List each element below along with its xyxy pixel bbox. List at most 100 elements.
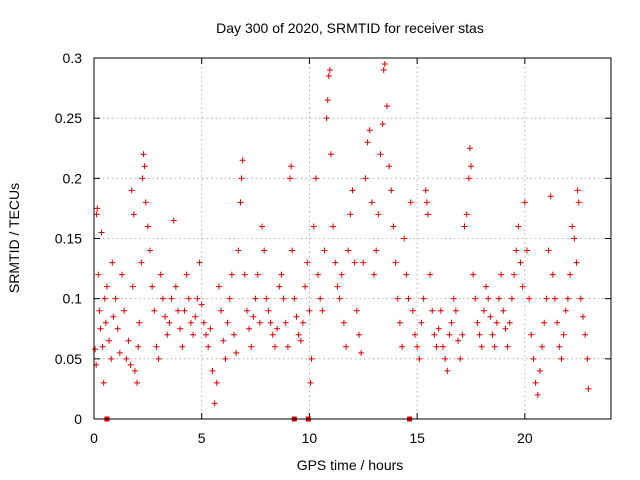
data-point xyxy=(101,295,108,302)
data-point xyxy=(575,199,582,206)
data-point xyxy=(99,343,106,350)
data-point xyxy=(506,319,513,326)
data-point xyxy=(517,259,524,266)
data-point xyxy=(125,337,132,344)
data-point xyxy=(289,247,296,254)
data-point xyxy=(366,127,373,134)
data-point xyxy=(539,343,546,350)
data-point xyxy=(183,271,190,278)
y-axis-label: SRMTID / TECUs xyxy=(6,183,22,293)
data-point xyxy=(128,187,135,194)
plot-frame xyxy=(93,57,612,420)
data-point xyxy=(172,283,179,290)
data-point xyxy=(177,325,184,332)
data-point xyxy=(135,343,142,350)
data-point xyxy=(545,247,552,254)
data-point xyxy=(336,295,343,302)
data-point xyxy=(326,67,333,74)
data-point xyxy=(103,283,110,290)
data-point xyxy=(429,307,436,314)
data-point xyxy=(321,247,328,254)
data-point xyxy=(450,295,457,302)
data-point xyxy=(444,367,451,374)
data-point xyxy=(396,319,403,326)
data-point xyxy=(198,301,205,308)
data-point xyxy=(93,211,100,218)
data-point xyxy=(170,217,177,224)
y-tick-label: 0.1 xyxy=(63,291,83,307)
data-point xyxy=(571,235,578,242)
data-point xyxy=(98,229,105,236)
data-point xyxy=(130,211,137,218)
data-point xyxy=(131,367,138,374)
data-point xyxy=(330,223,337,230)
data-point xyxy=(541,319,548,326)
data-point xyxy=(340,319,347,326)
y-tick-label: 0.2 xyxy=(63,170,83,186)
data-point xyxy=(136,319,143,326)
data-point xyxy=(151,307,158,314)
data-point xyxy=(109,259,116,266)
chart-title: Day 300 of 2020, SRMTID for receiver sta… xyxy=(216,20,484,36)
data-point xyxy=(485,295,492,302)
data-point xyxy=(168,295,175,302)
x-axis-label: GPS time / hours xyxy=(297,457,404,473)
data-point xyxy=(495,295,502,302)
data-point xyxy=(310,223,317,230)
data-point xyxy=(405,295,412,302)
data-point xyxy=(351,259,358,266)
data-point xyxy=(237,199,244,206)
data-point xyxy=(246,325,253,332)
data-point xyxy=(323,115,330,122)
data-point xyxy=(276,283,283,290)
data-point xyxy=(371,271,378,278)
data-point xyxy=(299,319,306,326)
data-point xyxy=(388,187,395,194)
data-point xyxy=(307,379,314,386)
data-point xyxy=(147,247,154,254)
data-point xyxy=(416,355,423,362)
data-point xyxy=(515,223,522,230)
data-point xyxy=(295,331,302,338)
data-point xyxy=(504,343,511,350)
y-tick-label: 0.05 xyxy=(55,351,82,367)
data-point xyxy=(390,223,397,230)
data-point xyxy=(483,283,490,290)
x-tick-label: 20 xyxy=(517,430,533,446)
data-point xyxy=(401,235,408,242)
data-point xyxy=(222,355,229,362)
data-point xyxy=(284,343,291,350)
data-point xyxy=(181,307,188,314)
data-point xyxy=(94,205,101,212)
data-point xyxy=(259,223,266,230)
data-point xyxy=(327,151,334,158)
data-point xyxy=(231,331,238,338)
data-point xyxy=(179,343,186,350)
data-point xyxy=(380,67,387,74)
data-point xyxy=(192,313,199,320)
data-point xyxy=(377,151,384,158)
data-point xyxy=(569,223,576,230)
y-tick-label: 0.15 xyxy=(55,231,82,247)
data-point xyxy=(129,283,136,290)
data-point xyxy=(392,259,399,266)
data-point xyxy=(511,271,518,278)
data-point xyxy=(153,343,160,350)
data-point xyxy=(317,295,324,302)
data-point xyxy=(573,259,580,266)
data-point xyxy=(269,331,276,338)
data-point xyxy=(157,271,164,278)
data-point xyxy=(574,187,581,194)
data-point xyxy=(175,307,182,314)
axis-ticks: 0 0.05 0.1 0.15 0.2 0.25 0.3 0 5 10 15 20 xyxy=(55,50,611,446)
data-point xyxy=(349,187,356,194)
data-point xyxy=(319,307,326,314)
data-point xyxy=(190,331,197,338)
data-point xyxy=(442,355,449,362)
data-point xyxy=(194,295,201,302)
data-point xyxy=(241,271,248,278)
data-point xyxy=(166,319,173,326)
data-point xyxy=(355,331,362,338)
data-point xyxy=(466,145,473,152)
